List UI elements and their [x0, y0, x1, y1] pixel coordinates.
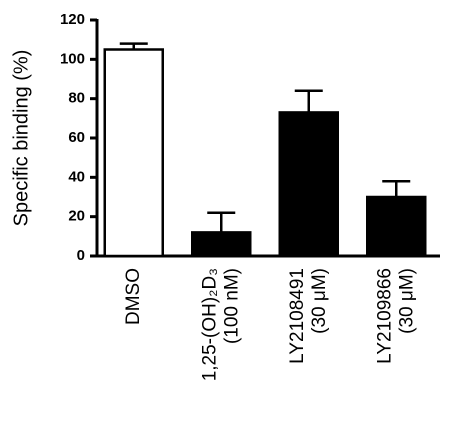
bar — [366, 195, 427, 258]
y-tick-label: 0 — [77, 247, 85, 264]
x-tick-label: (30 μM) — [396, 268, 417, 334]
x-tick-label: (30 μM) — [309, 268, 330, 334]
x-tick-label: LY2108491 — [287, 268, 308, 364]
x-tick-label: 1,25-(OH)₂D₃ — [199, 268, 220, 381]
y-tick-label: 40 — [68, 168, 85, 185]
y-axis-label: Specific binding (%) — [10, 50, 32, 227]
x-tick-label: DMSO — [123, 268, 144, 325]
x-tick-label: LY2109866 — [374, 268, 395, 364]
y-tick-label: 120 — [60, 11, 85, 28]
bar — [103, 48, 164, 258]
y-tick-label: 60 — [68, 129, 85, 146]
bar — [278, 111, 339, 258]
bar — [191, 231, 252, 258]
y-tick-label: 20 — [68, 208, 85, 225]
y-tick-label: 100 — [60, 50, 85, 67]
x-tick-label: (100 nM) — [221, 268, 242, 344]
y-tick-label: 80 — [68, 90, 85, 107]
